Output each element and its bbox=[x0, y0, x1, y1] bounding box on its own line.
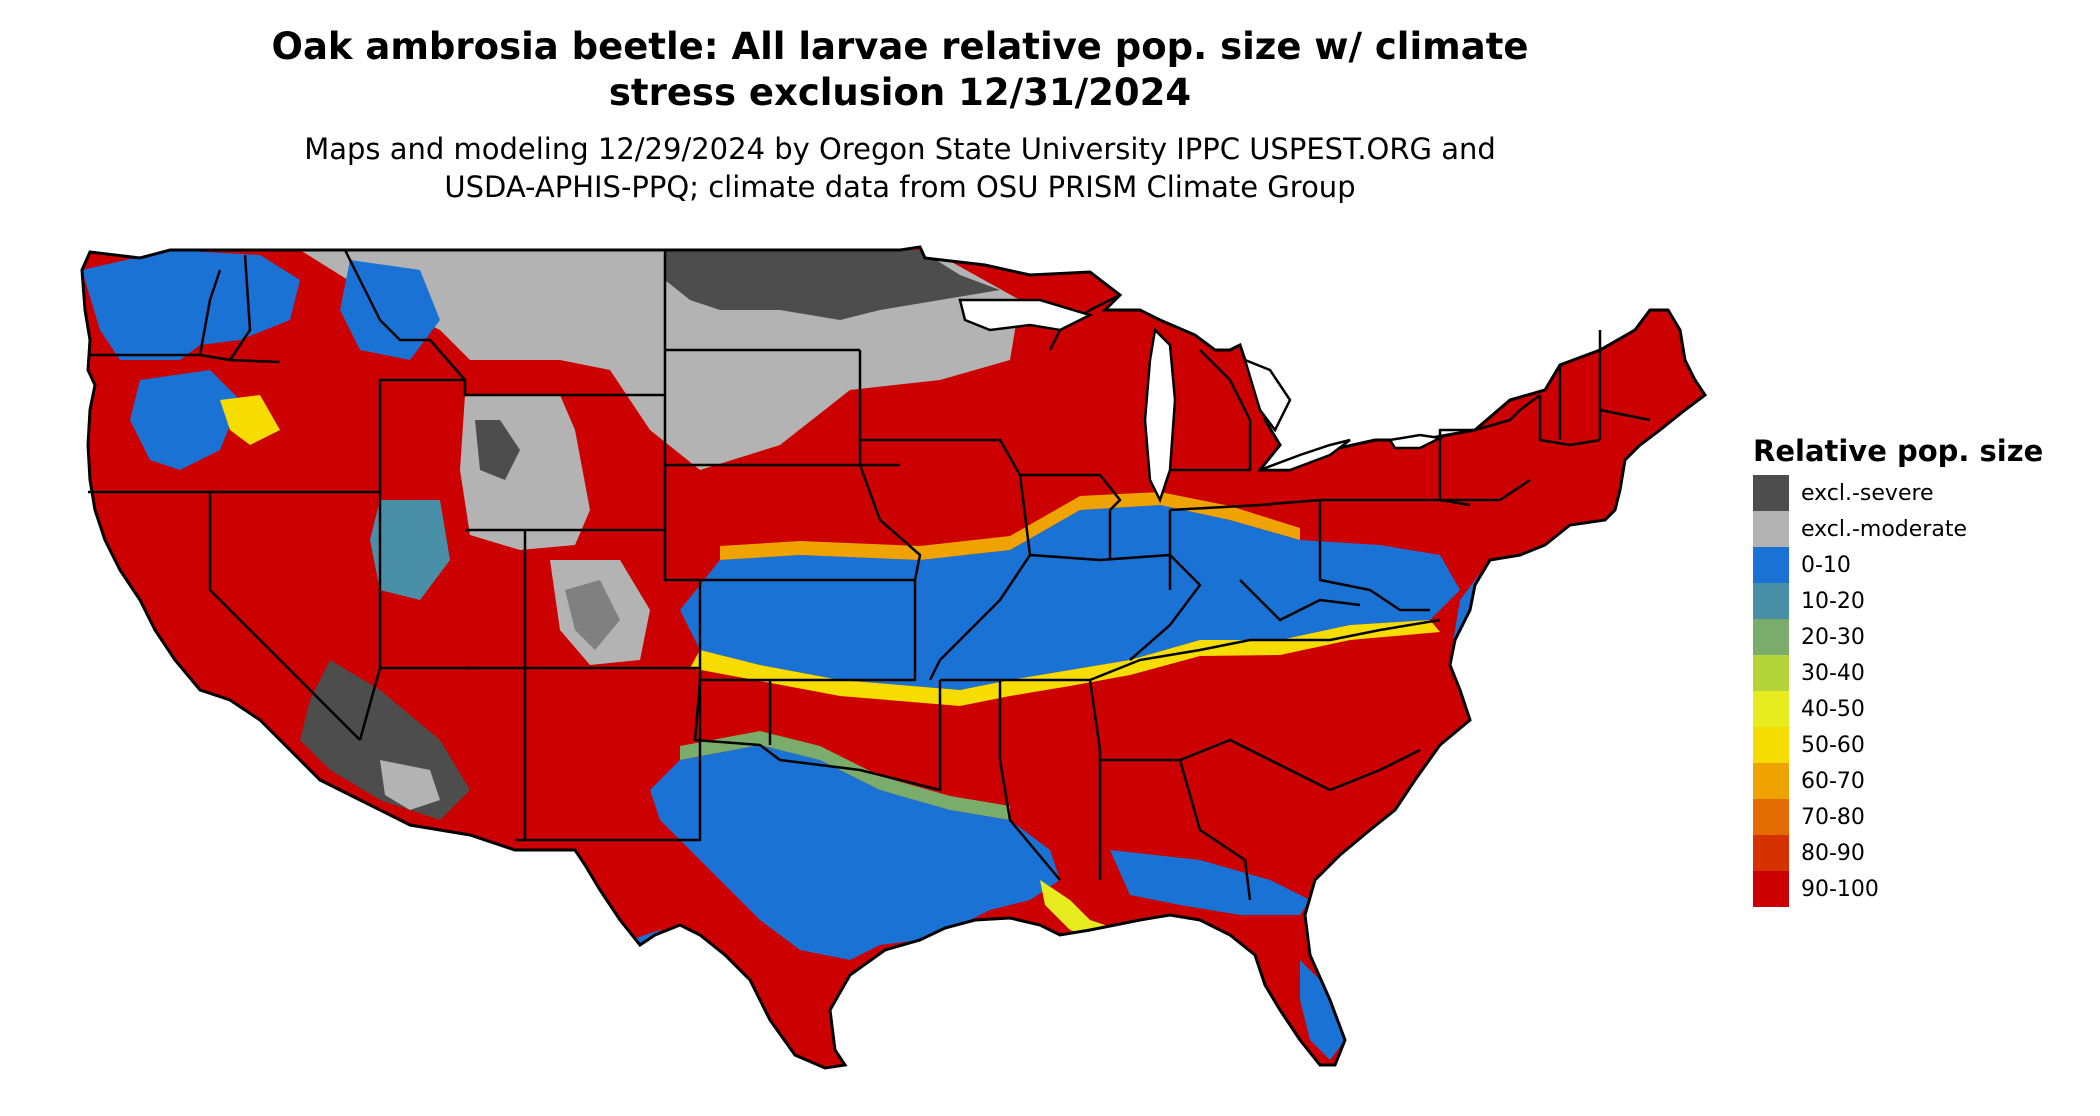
map-subtitle: Maps and modeling 12/29/2024 by Oregon S… bbox=[170, 130, 1630, 206]
legend-item-20-30: 20-30 bbox=[1753, 619, 2043, 655]
legend-item-80-90: 80-90 bbox=[1753, 835, 2043, 871]
legend-swatch bbox=[1753, 763, 1789, 799]
legend-swatch bbox=[1753, 691, 1789, 727]
title-line-1: Oak ambrosia beetle: All larvae relative… bbox=[271, 25, 1529, 68]
legend-swatch bbox=[1753, 835, 1789, 871]
legend-item-90-100: 90-100 bbox=[1753, 871, 2043, 907]
legend-label: 50-60 bbox=[1801, 732, 1865, 758]
legend-label: 0-10 bbox=[1801, 552, 1851, 578]
legend-item-60-70: 60-70 bbox=[1753, 763, 2043, 799]
legend-label: excl.-severe bbox=[1801, 480, 1934, 506]
state-boundaries bbox=[88, 249, 1651, 901]
legend-swatch bbox=[1753, 475, 1789, 511]
us-map bbox=[80, 245, 1707, 1070]
legend-label: 80-90 bbox=[1801, 840, 1865, 866]
legend-swatch bbox=[1753, 799, 1789, 835]
legend: Relative pop. size excl.-severe excl.-mo… bbox=[1753, 433, 2043, 907]
legend-item-10-20: 10-20 bbox=[1753, 583, 2043, 619]
legend-item-30-40: 30-40 bbox=[1753, 655, 2043, 691]
legend-label: 70-80 bbox=[1801, 804, 1865, 830]
legend-item-50-60: 50-60 bbox=[1753, 727, 2043, 763]
legend-item-70-80: 70-80 bbox=[1753, 799, 2043, 835]
great-lakes bbox=[958, 298, 1445, 504]
legend-label: 20-30 bbox=[1801, 624, 1865, 650]
legend-item-excl-moderate: excl.-moderate bbox=[1753, 511, 2043, 547]
legend-title: Relative pop. size bbox=[1753, 434, 2044, 468]
legend-label: 40-50 bbox=[1801, 696, 1865, 722]
legend-item-excl-severe: excl.-severe bbox=[1753, 475, 2043, 511]
legend-label: 60-70 bbox=[1801, 768, 1865, 794]
legend-label: excl.-moderate bbox=[1801, 516, 1967, 542]
legend-swatch bbox=[1753, 871, 1789, 907]
legend-swatch bbox=[1753, 655, 1789, 691]
legend-label: 30-40 bbox=[1801, 660, 1865, 686]
legend-swatch bbox=[1753, 727, 1789, 763]
legend-item-40-50: 40-50 bbox=[1753, 691, 2043, 727]
legend-swatch bbox=[1753, 619, 1789, 655]
legend-item-0-10: 0-10 bbox=[1753, 547, 2043, 583]
legend-label: 90-100 bbox=[1801, 876, 1879, 902]
legend-swatch bbox=[1753, 547, 1789, 583]
subtitle-line-1: Maps and modeling 12/29/2024 by Oregon S… bbox=[304, 132, 1496, 166]
subtitle-line-2: USDA-APHIS-PPQ; climate data from OSU PR… bbox=[444, 170, 1356, 204]
title-line-2: stress exclusion 12/31/2024 bbox=[608, 71, 1192, 114]
legend-label: 10-20 bbox=[1801, 588, 1865, 614]
legend-swatch bbox=[1753, 511, 1789, 547]
legend-swatch bbox=[1753, 583, 1789, 619]
map-title: Oak ambrosia beetle: All larvae relative… bbox=[170, 24, 1630, 116]
